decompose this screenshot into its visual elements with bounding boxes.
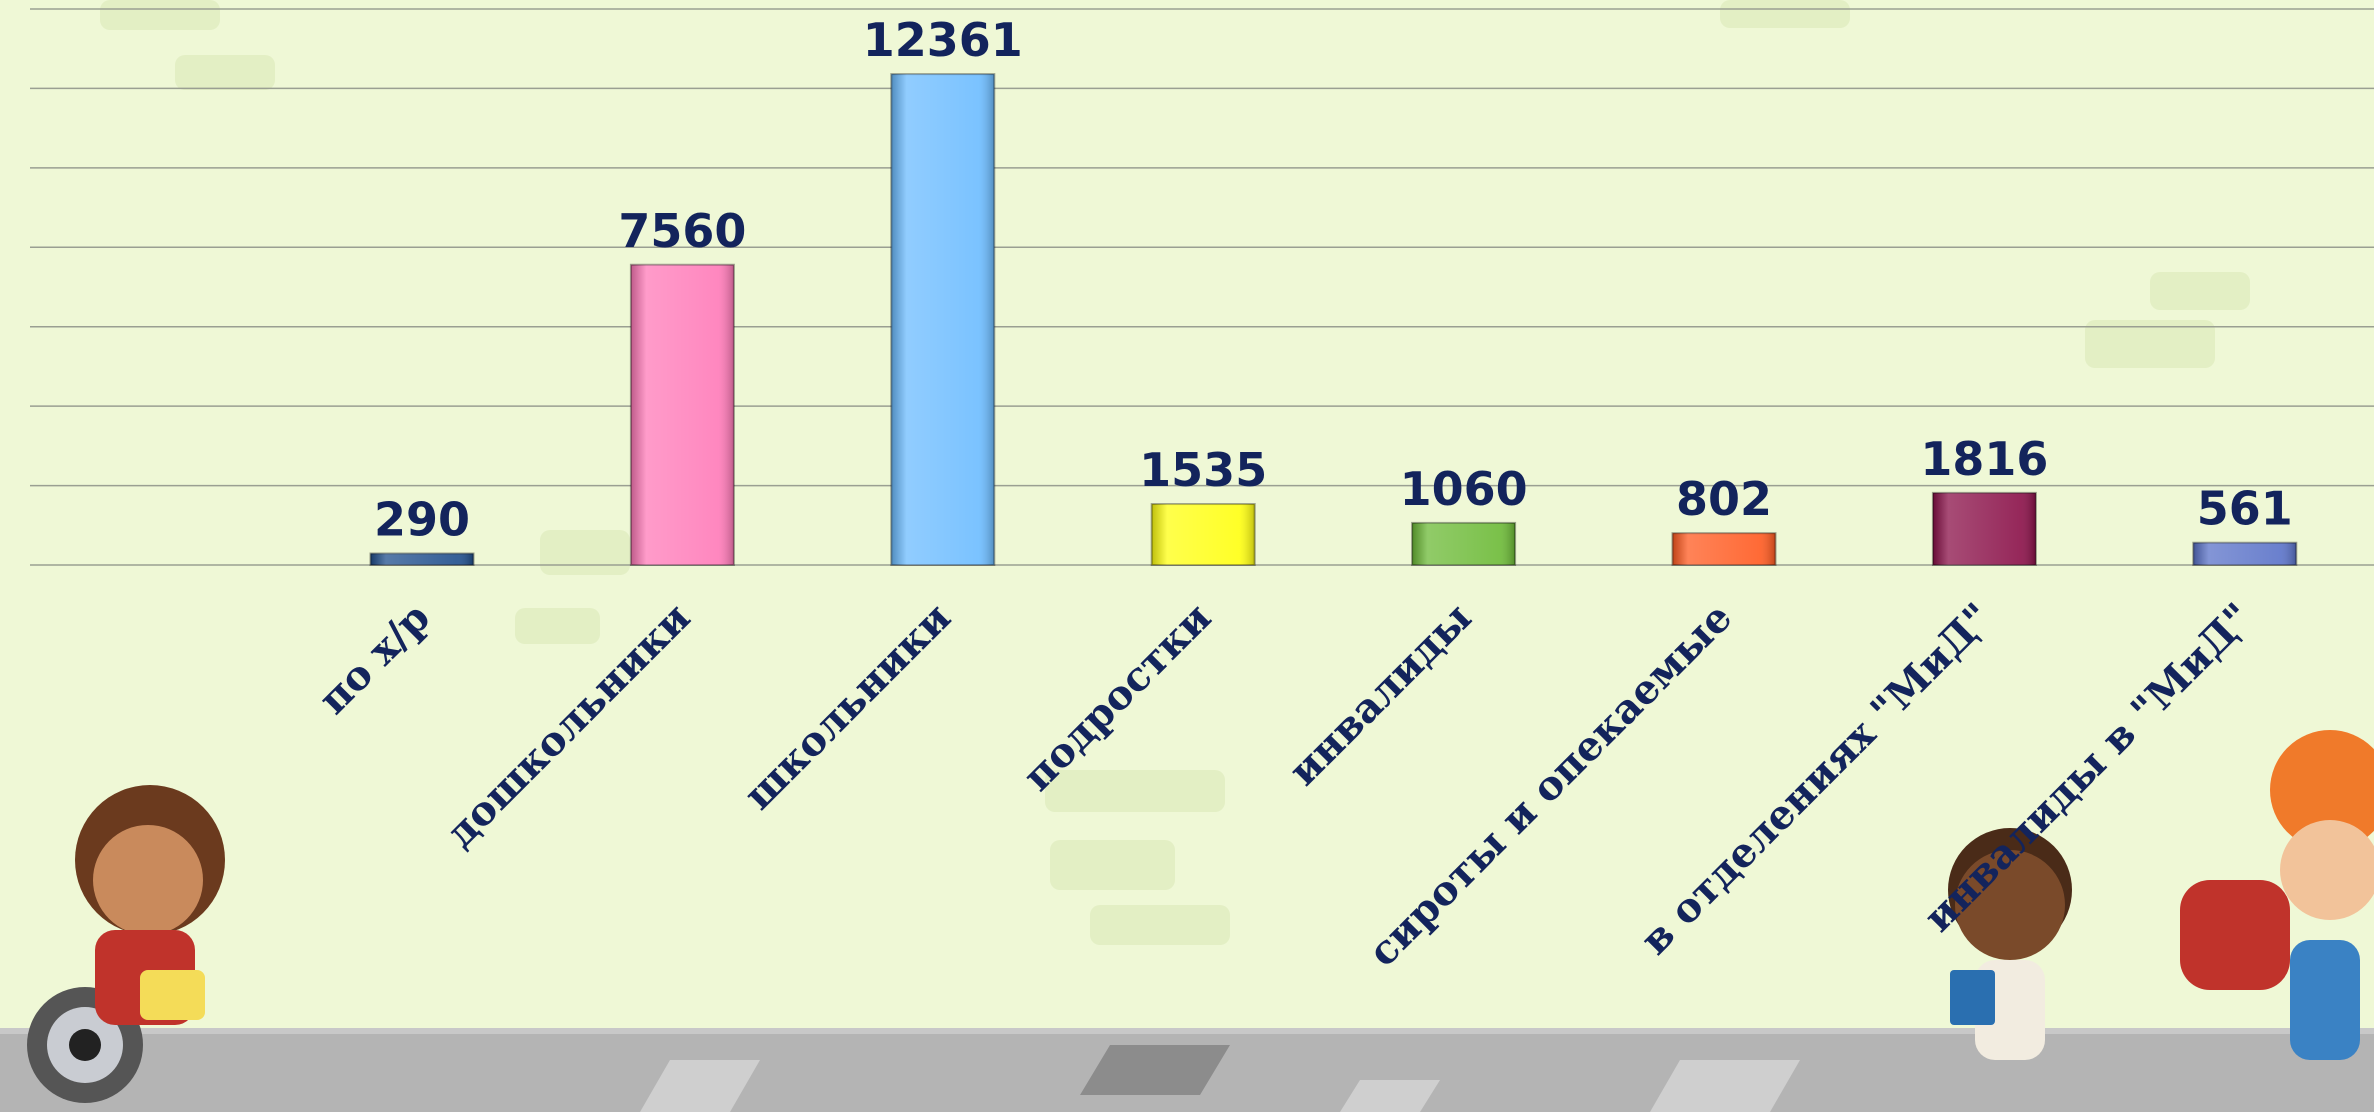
floor-tiles [640,1045,1800,1112]
bar-shine [1672,533,1776,565]
value-label: 290 [374,492,470,546]
bar-shine [891,74,995,566]
value-label: 1535 [1139,443,1267,497]
illustration [27,730,2374,1103]
bar-shine [2193,542,2297,565]
bar-shine [1932,492,2036,565]
bar-shine [1151,504,1255,565]
decor [100,0,2250,945]
floor-edge [0,1028,2374,1034]
value-label: 802 [1676,472,1772,526]
value-label: 1816 [1920,432,2048,486]
value-label: 561 [2197,482,2293,536]
bar-shine [370,553,474,565]
bar-shine [630,264,734,565]
bar-shine [1412,522,1516,565]
value-label: 1060 [1400,462,1528,516]
value-label: 7560 [618,204,746,258]
value-label: 12361 [863,13,1023,67]
